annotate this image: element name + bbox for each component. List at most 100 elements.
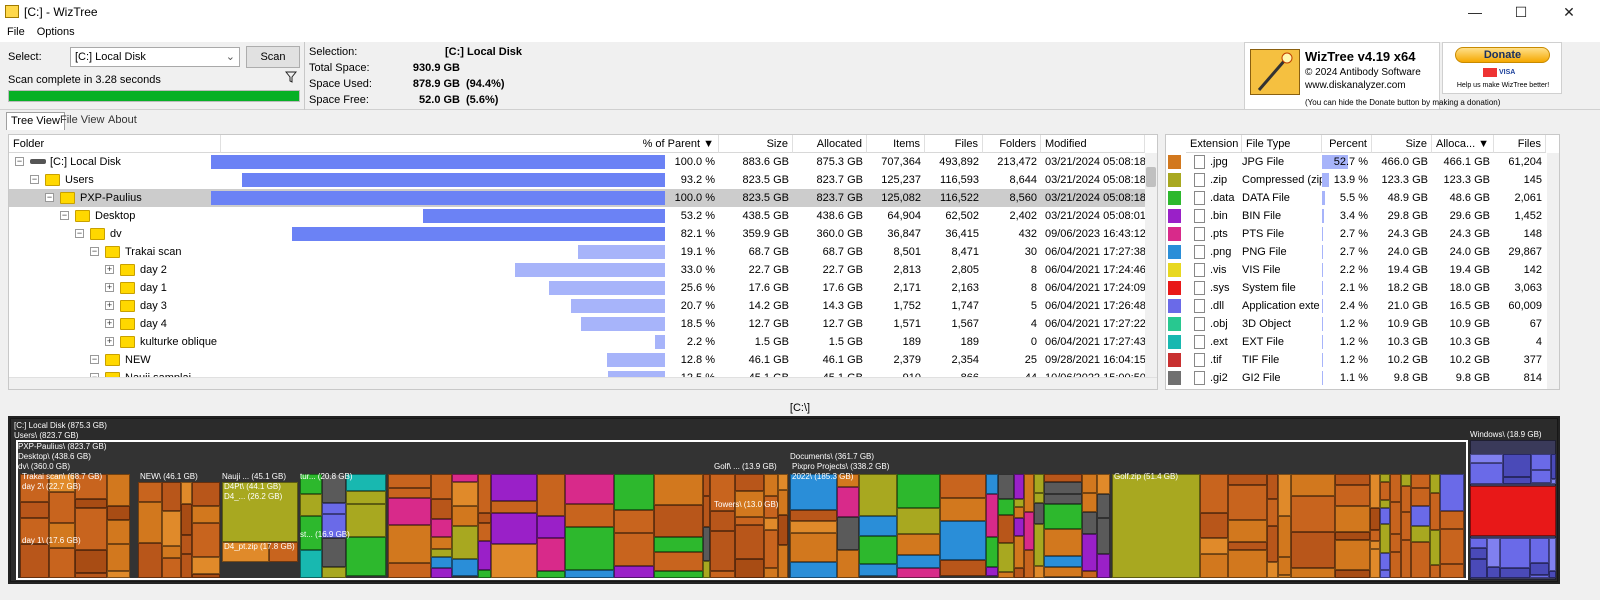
tree-header-0[interactable]: Folder bbox=[9, 135, 221, 153]
expand-toggle[interactable]: + bbox=[105, 336, 114, 346]
tree-header-5[interactable]: Files bbox=[925, 135, 983, 153]
folder-icon bbox=[120, 336, 135, 348]
scan-button[interactable]: Scan bbox=[246, 46, 300, 68]
tab-about[interactable]: About bbox=[108, 114, 137, 126]
ext-vertical-scrollbar[interactable] bbox=[1547, 153, 1559, 389]
treemap-block bbox=[986, 537, 998, 567]
donate-button[interactable]: Donate bbox=[1455, 47, 1550, 63]
tab-tree-view[interactable]: Tree View bbox=[6, 112, 65, 130]
brand-panel: WizTree v4.19 x64 © 2024 Antibody Softwa… bbox=[1244, 42, 1500, 110]
expand-toggle[interactable]: − bbox=[30, 174, 39, 184]
tree-header-1[interactable]: % of Parent ▼ bbox=[221, 135, 719, 153]
tree-row[interactable]: − dv 82.1 % 359.9 GB 360.0 GB 36,847 36,415 432… bbox=[9, 225, 1157, 243]
tree-row[interactable]: − Desktop 53.2 % 438.5 GB 438.6 GB 64,904 62,5… bbox=[9, 207, 1157, 225]
tab-file-view[interactable]: File View bbox=[60, 114, 105, 126]
space-free-percent: (5.6%) bbox=[466, 94, 499, 106]
tree-horizontal-scrollbar[interactable] bbox=[9, 377, 1157, 389]
treemap-block bbox=[778, 545, 788, 578]
tree-row[interactable]: − Users 93.2 % 823.5 GB 823.7 GB 125,237 116,5… bbox=[9, 171, 1157, 189]
treemap[interactable]: [C:] Local Disk (875.3 GB) Users\ (823.7 … bbox=[8, 416, 1560, 584]
ext-header-3[interactable]: Size bbox=[1372, 135, 1432, 153]
treemap-block bbox=[431, 568, 452, 578]
tree-header-2[interactable]: Size bbox=[719, 135, 793, 153]
treemap-block bbox=[1440, 564, 1464, 578]
treemap-block bbox=[565, 527, 614, 570]
ext-row[interactable]: .png PNG File 2.7 % 24.0 GB 24.0 GB 29,867 bbox=[1166, 243, 1559, 261]
ext-header-5[interactable]: Files bbox=[1494, 135, 1546, 153]
ext-header-4[interactable]: Alloca... ▼ bbox=[1432, 135, 1494, 153]
tree-row[interactable]: + day 3 20.7 % 14.2 GB 14.3 GB 1,752 1,747 5 06/… bbox=[9, 297, 1157, 315]
treemap-block bbox=[322, 474, 346, 503]
percent-of-parent: 20.7 % bbox=[680, 300, 715, 312]
tree-row[interactable]: + kulturke oblique 2.2 % 1.5 GB 1.5 GB 189 189… bbox=[9, 333, 1157, 351]
space-free-label: Space Free: bbox=[309, 94, 369, 106]
treemap-block bbox=[1014, 474, 1024, 499]
ext-row[interactable]: .jpg JPG File 52.7 % 466.0 GB 466.1 GB 61,204 bbox=[1166, 153, 1559, 171]
cell-alloc: 1.5 GB bbox=[828, 336, 863, 348]
ext-row[interactable]: .ext EXT File 1.2 % 10.3 GB 10.3 GB 4 bbox=[1166, 333, 1559, 351]
tree-header-6[interactable]: Folders bbox=[983, 135, 1041, 153]
tree-row[interactable]: − PXP-Paulius 100.0 % 823.5 GB 823.7 GB 125,0… bbox=[9, 189, 1157, 207]
treemap-block bbox=[322, 538, 346, 567]
expand-toggle[interactable]: − bbox=[15, 156, 24, 166]
tree-row[interactable]: + day 4 18.5 % 12.7 GB 12.7 GB 1,571 1,567 4 06/… bbox=[9, 315, 1157, 333]
ext-row[interactable]: .vis VIS File 2.2 % 19.4 GB 19.4 GB 142 bbox=[1166, 261, 1559, 279]
ext-row[interactable]: .pts PTS File 2.7 % 24.3 GB 24.3 GB 148 bbox=[1166, 225, 1559, 243]
tree-header-4[interactable]: Items bbox=[867, 135, 925, 153]
drive-select[interactable]: [C:] Local Disk ⌄ bbox=[70, 47, 240, 67]
tree-row[interactable]: − [C:] Local Disk 100.0 % 883.6 GB 875.3 GB 7… bbox=[9, 153, 1157, 171]
window-title: [C:] - WizTree bbox=[24, 5, 98, 19]
ext-header-1[interactable]: File Type bbox=[1242, 135, 1322, 153]
minimize-button[interactable]: — bbox=[1468, 4, 1482, 20]
treemap-block bbox=[1503, 454, 1531, 477]
treemap-block bbox=[1200, 474, 1228, 513]
ext-type: Application exte bbox=[1242, 300, 1320, 312]
ext-files: 142 bbox=[1523, 264, 1542, 276]
treemap-block bbox=[192, 482, 220, 506]
tree-vertical-scrollbar[interactable] bbox=[1145, 153, 1157, 377]
expand-toggle[interactable]: + bbox=[105, 300, 114, 310]
ext-row[interactable]: .obj 3D Object 1.2 % 10.9 GB 10.9 GB 67 bbox=[1166, 315, 1559, 333]
menu-options[interactable]: Options bbox=[36, 26, 75, 38]
treemap-block bbox=[790, 533, 837, 562]
expand-toggle[interactable]: − bbox=[90, 246, 99, 256]
ext-row[interactable]: .dll Application exte 2.4 % 21.0 GB 16.5 GB 6… bbox=[1166, 297, 1559, 315]
expand-toggle[interactable]: + bbox=[105, 264, 114, 274]
expand-toggle[interactable]: − bbox=[75, 228, 84, 238]
brand-url[interactable]: www.diskanalyzer.com bbox=[1305, 80, 1406, 91]
folder-name: Users bbox=[65, 174, 94, 186]
ext-header-0[interactable]: Extension bbox=[1186, 135, 1242, 153]
tree-row[interactable]: − Trakai scan 19.1 % 68.7 GB 68.7 GB 8,501 8,4… bbox=[9, 243, 1157, 261]
expand-toggle[interactable]: + bbox=[105, 282, 114, 292]
ext-row[interactable]: .bin BIN File 3.4 % 29.8 GB 29.6 GB 1,452 bbox=[1166, 207, 1559, 225]
percent-of-parent: 12.8 % bbox=[680, 354, 715, 366]
treemap-block bbox=[1335, 506, 1370, 532]
ext-row[interactable]: .data DATA File 5.5 % 48.9 GB 48.6 GB 2,061 bbox=[1166, 189, 1559, 207]
tree-header-7[interactable]: Modified bbox=[1041, 135, 1145, 153]
cell-size: 46.1 GB bbox=[748, 354, 789, 366]
tree-row[interactable]: − NEW 12.8 % 46.1 GB 46.1 GB 2,379 2,354 25 09/2… bbox=[9, 351, 1157, 369]
tree-row[interactable]: + day 1 25.6 % 17.6 GB 17.6 GB 2,171 2,163 8 06/… bbox=[9, 279, 1157, 297]
ext-row[interactable]: .tif TIF File 1.2 % 10.2 GB 10.2 GB 377 bbox=[1166, 351, 1559, 369]
tree-row[interactable]: + day 2 33.0 % 22.7 GB 22.7 GB 2,813 2,805 8 06/… bbox=[9, 261, 1157, 279]
color-swatch bbox=[1168, 317, 1181, 331]
menu-file[interactable]: File bbox=[7, 26, 25, 38]
tree-header-3[interactable]: Allocated bbox=[793, 135, 867, 153]
ext-percent: 2.7 % bbox=[1339, 246, 1368, 258]
expand-toggle[interactable]: − bbox=[45, 192, 54, 202]
treemap-block bbox=[20, 474, 49, 502]
treemap-block bbox=[1014, 507, 1024, 518]
ext-row[interactable]: .gi2 GI2 File 1.1 % 9.8 GB 9.8 GB 814 bbox=[1166, 369, 1559, 387]
maximize-button[interactable]: ☐ bbox=[1514, 4, 1528, 20]
expand-toggle[interactable]: − bbox=[90, 354, 99, 364]
ext-header-2[interactable]: Percent bbox=[1322, 135, 1372, 153]
close-button[interactable]: ✕ bbox=[1563, 4, 1575, 20]
expand-toggle[interactable]: + bbox=[105, 318, 114, 328]
ext-size: 29.8 GB bbox=[1387, 210, 1428, 222]
cell-modified: 03/21/2024 05:08:18 bbox=[1045, 192, 1146, 204]
ext-row[interactable]: .sys System file 2.1 % 18.2 GB 18.0 GB 3,063 bbox=[1166, 279, 1559, 297]
expand-toggle[interactable]: − bbox=[60, 210, 69, 220]
filter-icon[interactable] bbox=[285, 71, 297, 83]
ext-row[interactable]: .zip Compressed (zip 13.9 % 123.3 GB 123.3 G… bbox=[1166, 171, 1559, 189]
